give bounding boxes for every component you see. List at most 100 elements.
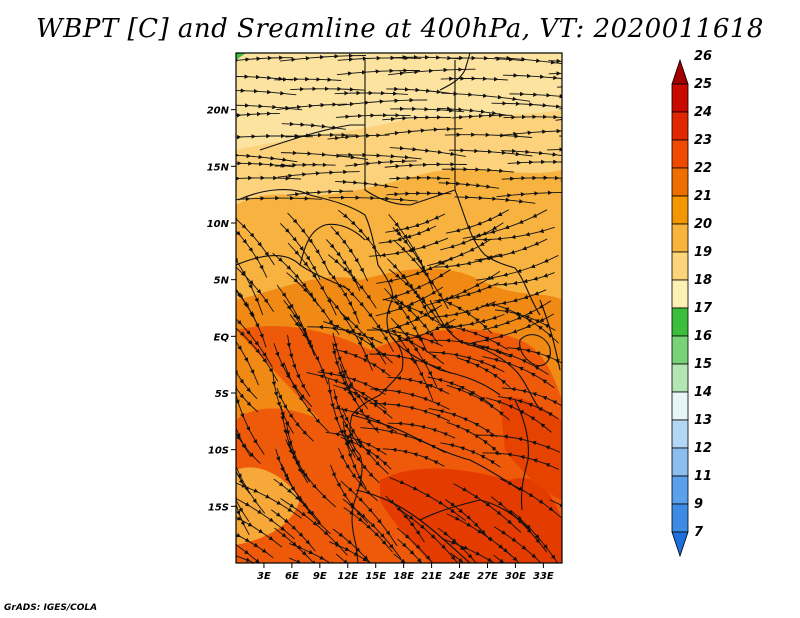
streamline	[327, 133, 390, 141]
lon-tick-label: 24E	[449, 571, 470, 582]
streamlines	[236, 53, 641, 592]
colorbar-swatch	[671, 531, 689, 558]
streamline	[288, 542, 346, 563]
streamline	[382, 115, 452, 122]
streamline	[277, 169, 360, 179]
streamline	[501, 387, 562, 407]
streamline	[236, 55, 293, 63]
colorbar-swatch	[671, 58, 689, 85]
streamline	[564, 163, 629, 167]
lat-tick-label: 10S	[208, 446, 229, 457]
colorbar-swatch	[671, 167, 689, 197]
streamline	[340, 436, 392, 470]
streamline	[494, 303, 559, 344]
lon-tick-label: 18E	[393, 571, 414, 582]
colorbar-swatch	[671, 83, 689, 113]
lon-tick-label: 33E	[533, 571, 554, 582]
streamline	[289, 314, 329, 385]
colorbar-label: 25	[694, 77, 712, 92]
lat-tick-label: 5N	[214, 276, 230, 287]
streamline	[386, 191, 452, 197]
streamline	[236, 74, 293, 81]
streamline	[274, 162, 336, 168]
streamline	[496, 190, 562, 198]
lon-tick-label: 6E	[285, 571, 299, 582]
streamline	[384, 126, 463, 136]
streamline	[444, 132, 532, 139]
lat-tick-label: 15S	[208, 502, 229, 513]
streamline	[503, 114, 562, 120]
colorbar-swatch	[671, 391, 689, 421]
streamline	[482, 356, 555, 389]
streamline	[442, 166, 514, 174]
streamline	[345, 159, 417, 168]
colorbar-swatch	[671, 223, 689, 253]
credit-label: GrADS: IGES/COLA	[4, 603, 98, 613]
colorbar-label: 19	[694, 245, 712, 260]
longitude-axis: 3E 6E 9E 12E 15E 18E 21E 24E 27E 30E 33E	[257, 563, 554, 582]
streamline	[236, 195, 323, 202]
streamline	[564, 482, 635, 524]
lon-tick-label: 3E	[257, 571, 271, 582]
colorbar-swatch	[671, 363, 689, 393]
streamline	[501, 128, 562, 137]
streamline	[565, 195, 635, 197]
streamline	[469, 226, 555, 242]
colorbar-label: 11	[694, 469, 712, 484]
colorbar-swatch	[671, 251, 689, 281]
streamline	[496, 543, 544, 563]
colorbar-label: 26	[694, 49, 712, 64]
streamline	[485, 397, 552, 433]
streamline	[236, 152, 298, 163]
streamline	[389, 175, 451, 181]
streamline	[382, 447, 445, 467]
streamline	[287, 189, 354, 197]
lon-tick-label: 12E	[337, 571, 358, 582]
lon-tick-label: 30E	[505, 571, 526, 582]
lon-tick-label: 15E	[365, 571, 386, 582]
colorbar-label: 20	[694, 217, 712, 232]
streamline	[507, 159, 562, 166]
streamline	[335, 179, 398, 189]
lon-tick-label: 21E	[421, 571, 442, 582]
lon-tick-label: 9E	[313, 571, 327, 582]
streamline	[557, 86, 562, 88]
streamline	[236, 555, 302, 563]
lat-tick-label: 5S	[215, 389, 229, 400]
colorbar-swatch	[671, 195, 689, 225]
colorbar-label: 13	[694, 413, 712, 428]
colorbar-label: 17	[694, 301, 713, 316]
streamline	[387, 67, 476, 76]
colorbar-label: 9	[694, 497, 703, 512]
streamline	[337, 97, 428, 107]
streamline	[386, 86, 451, 94]
streamline	[286, 272, 340, 336]
streamline	[494, 55, 562, 67]
lat-tick-label: 20N	[207, 106, 230, 117]
streamline	[276, 102, 347, 111]
streamline	[493, 272, 555, 287]
streamline	[559, 135, 562, 137]
colorbar-label: 23	[694, 133, 712, 148]
streamline	[559, 108, 562, 110]
streamline	[563, 507, 641, 548]
colorbar-swatch	[671, 335, 689, 365]
lon-tick-label: 27E	[477, 571, 498, 582]
colorbar: 26 25 24 23 22 21 20 19 18 17 16 15 14 13 12 11 9 7	[671, 49, 713, 558]
streamline	[389, 145, 466, 157]
streamline	[438, 180, 500, 189]
streamline	[548, 58, 562, 68]
lat-tick-label: 15N	[207, 162, 230, 173]
wbpt-shading	[236, 53, 562, 563]
streamline	[565, 538, 633, 592]
colorbar-label: 22	[694, 161, 712, 176]
streamline	[493, 554, 536, 563]
streamline	[434, 282, 499, 302]
colorbar-swatch	[671, 475, 689, 505]
colorbar-swatch	[671, 419, 689, 449]
streamline	[274, 76, 342, 82]
streamline	[328, 195, 418, 202]
colorbar-swatch	[671, 503, 689, 533]
colorbar-label: 18	[694, 273, 712, 288]
streamline	[450, 552, 502, 563]
